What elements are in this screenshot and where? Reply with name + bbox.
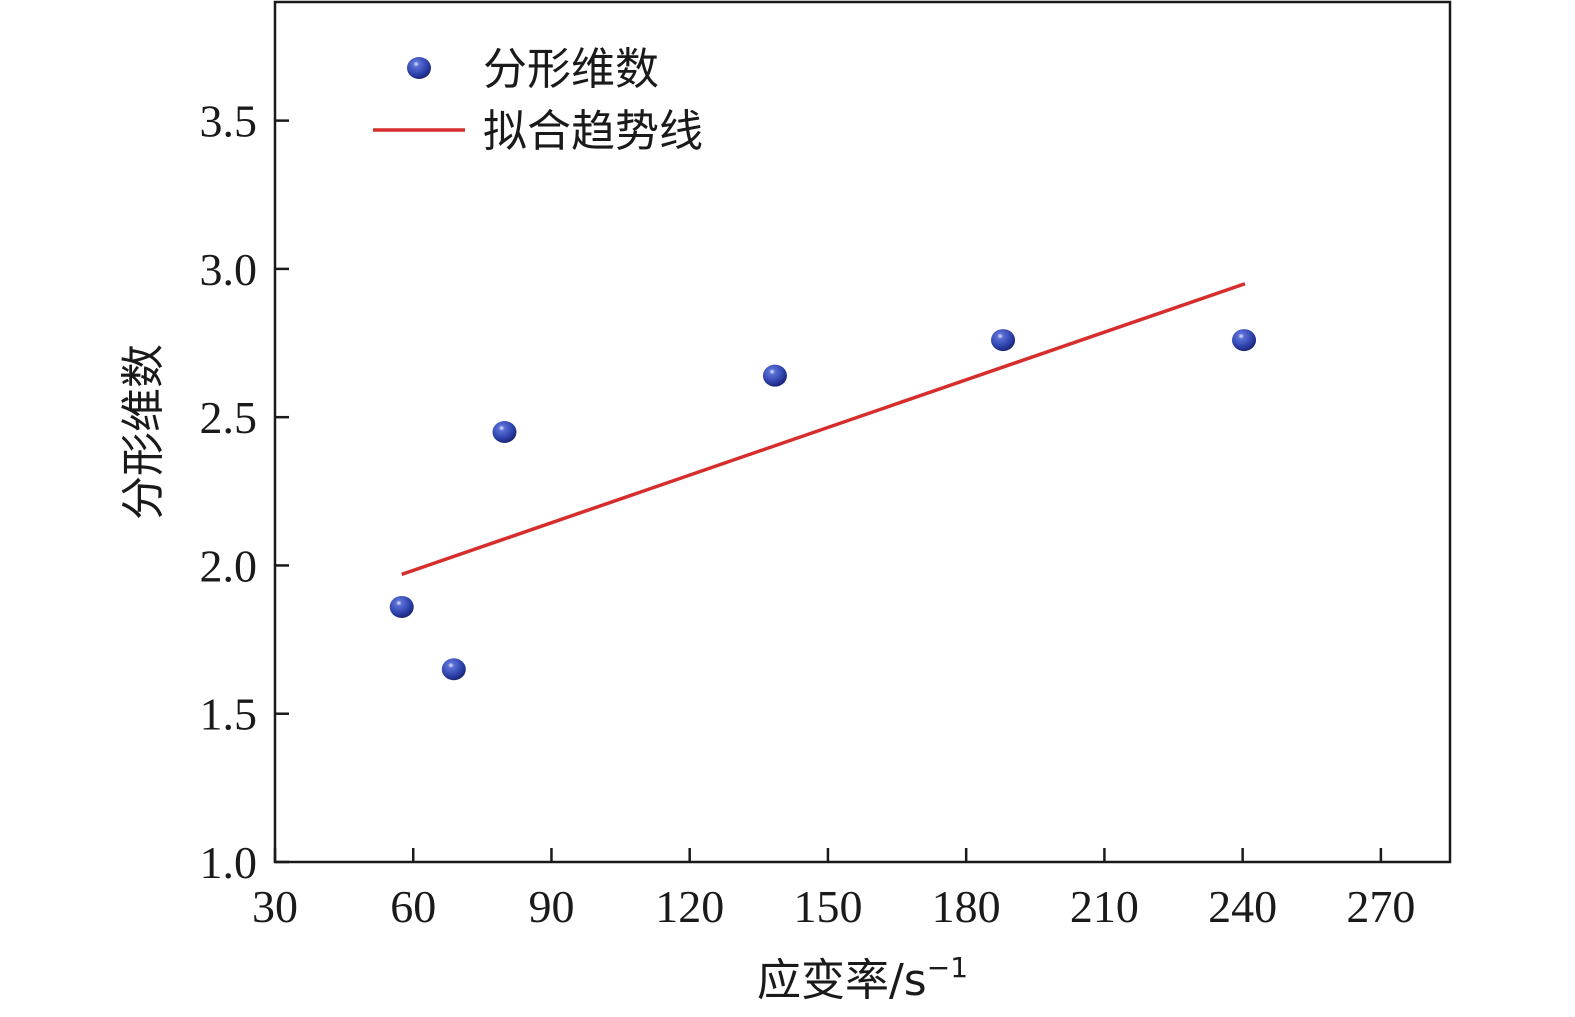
x-axis-title: 应变率/s−1 [757,951,968,1006]
x-tick-label: 60 [390,881,436,932]
data-point [389,595,414,618]
x-axis-title-text: 应变率/s [757,955,927,1006]
x-tick-label: 30 [252,881,298,932]
data-point [441,658,466,681]
x-axis-title-superscript: −1 [927,951,968,984]
x-tick-label: 240 [1208,881,1277,932]
y-tick-label: 3.0 [200,244,258,295]
data-point [762,364,787,387]
data-point [492,421,517,443]
legend-marker-swatch [407,57,431,79]
y-tick-label: 2.5 [200,392,258,443]
x-tick-label: 120 [655,881,724,932]
x-tick-label: 150 [793,881,862,932]
series-layer [389,282,1257,681]
x-axis: 30 60 90 120 150 180 210 240 270 [252,848,1415,932]
x-tick-label: 90 [528,881,574,932]
y-tick-label: 1.5 [200,689,258,740]
legend-label: 拟合趋势线 [483,106,703,157]
data-point [991,329,1016,352]
plot-frame [273,0,1452,864]
y-tick-label: 1.0 [200,837,258,888]
data-point [1232,329,1257,352]
x-tick-label: 210 [1070,881,1139,932]
legend-label: 分形维数 [483,44,659,95]
y-tick-label: 2.0 [200,540,258,591]
plot-border [273,0,1452,864]
x-tick-label: 180 [932,881,1001,932]
y-axis: 1.0 1.5 2.0 2.5 3.0 3.5 [200,96,289,888]
trend-line [401,282,1246,576]
x-tick-label: 270 [1346,881,1415,932]
y-axis-title: 分形维数 [118,344,169,520]
y-tick-label: 3.5 [200,96,258,147]
